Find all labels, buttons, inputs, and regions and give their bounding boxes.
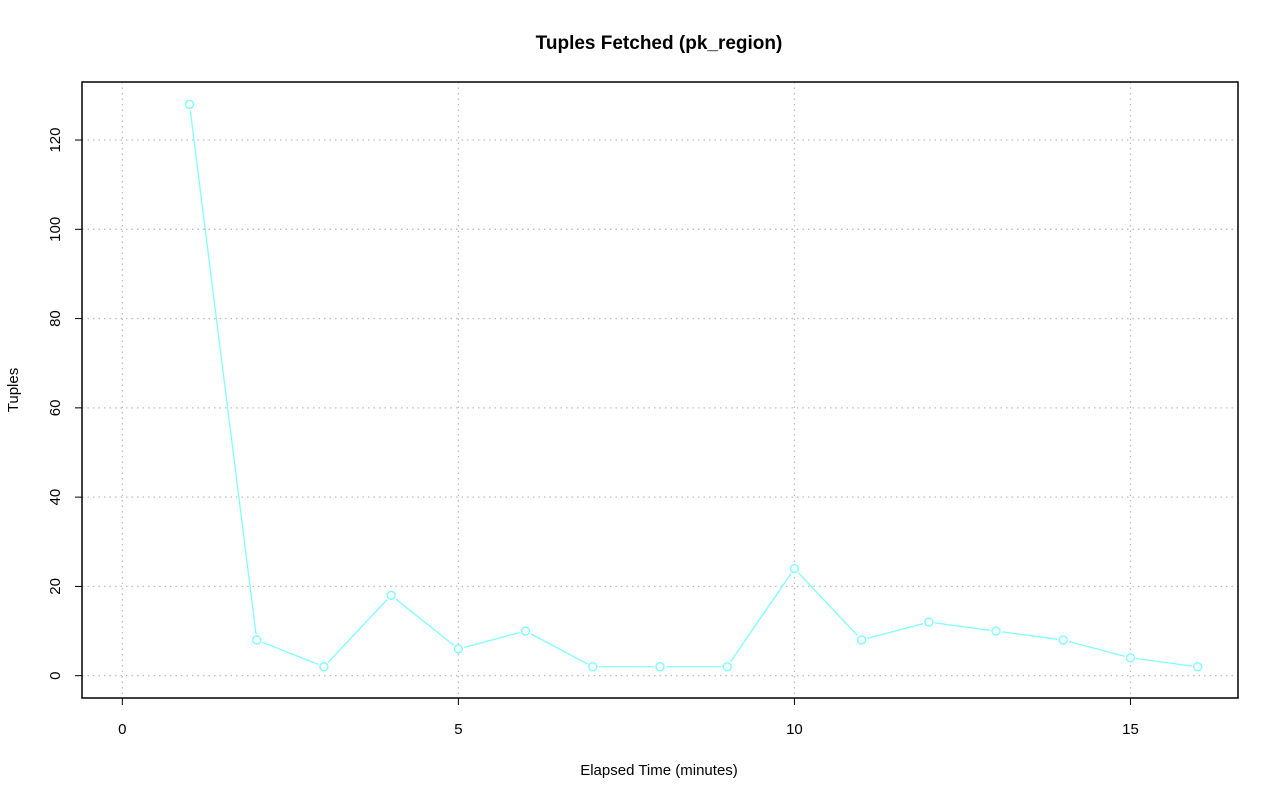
x-tick-label: 0 [118, 721, 126, 738]
series-line-segment [262, 641, 319, 666]
data-point [319, 662, 329, 672]
y-tick-label: 0 [47, 672, 64, 680]
data-point [655, 662, 665, 672]
series-line-segment [1136, 657, 1192, 667]
data-point [386, 590, 396, 601]
grid-lines [82, 82, 1238, 698]
data-point [789, 563, 800, 574]
series-line-segment [798, 572, 858, 637]
data-point [453, 644, 464, 654]
y-tick-label: 60 [47, 400, 64, 417]
data-point [856, 635, 867, 645]
y-tick-label: 20 [47, 578, 64, 595]
data-point [1192, 662, 1203, 672]
y-tick-label: 120 [47, 128, 64, 153]
y-tick-label: 80 [47, 310, 64, 327]
y-tick-label: 100 [47, 217, 64, 242]
series-line-segment [867, 623, 924, 640]
plot-area-frame [81, 81, 1239, 699]
series-line-segment [395, 598, 455, 646]
x-tick-label: 10 [786, 721, 803, 738]
data-point [252, 635, 262, 645]
series-line-segment [1068, 640, 1125, 657]
data-point [1125, 653, 1136, 663]
y-tick-label: 40 [47, 489, 64, 506]
series-line-segment [1001, 631, 1058, 640]
x-axis-label: Elapsed Time (minutes) [580, 762, 738, 779]
series-line-segment [934, 622, 991, 631]
data-point [520, 626, 531, 636]
x-tick-label: 15 [1122, 721, 1139, 738]
y-axis-label: Tuples [5, 368, 22, 412]
series-layer [184, 99, 1203, 672]
series-line-segment [327, 599, 388, 663]
series-line-segment [464, 631, 520, 648]
data-point [991, 626, 1001, 636]
data-point [184, 99, 195, 110]
data-point [1058, 635, 1068, 645]
data-point [722, 662, 732, 672]
series-line-segment [530, 633, 588, 665]
x-tick-label: 5 [454, 721, 462, 738]
series-line-segment [730, 573, 792, 663]
data-point [588, 662, 598, 672]
axis-ticks: 0 5 10 15 0 20 40 60 80 100 120 [47, 128, 1139, 738]
series-line-segment [189, 110, 257, 635]
chart-title: Tuples Fetched (pk_region) [536, 33, 783, 54]
data-point [924, 617, 934, 627]
